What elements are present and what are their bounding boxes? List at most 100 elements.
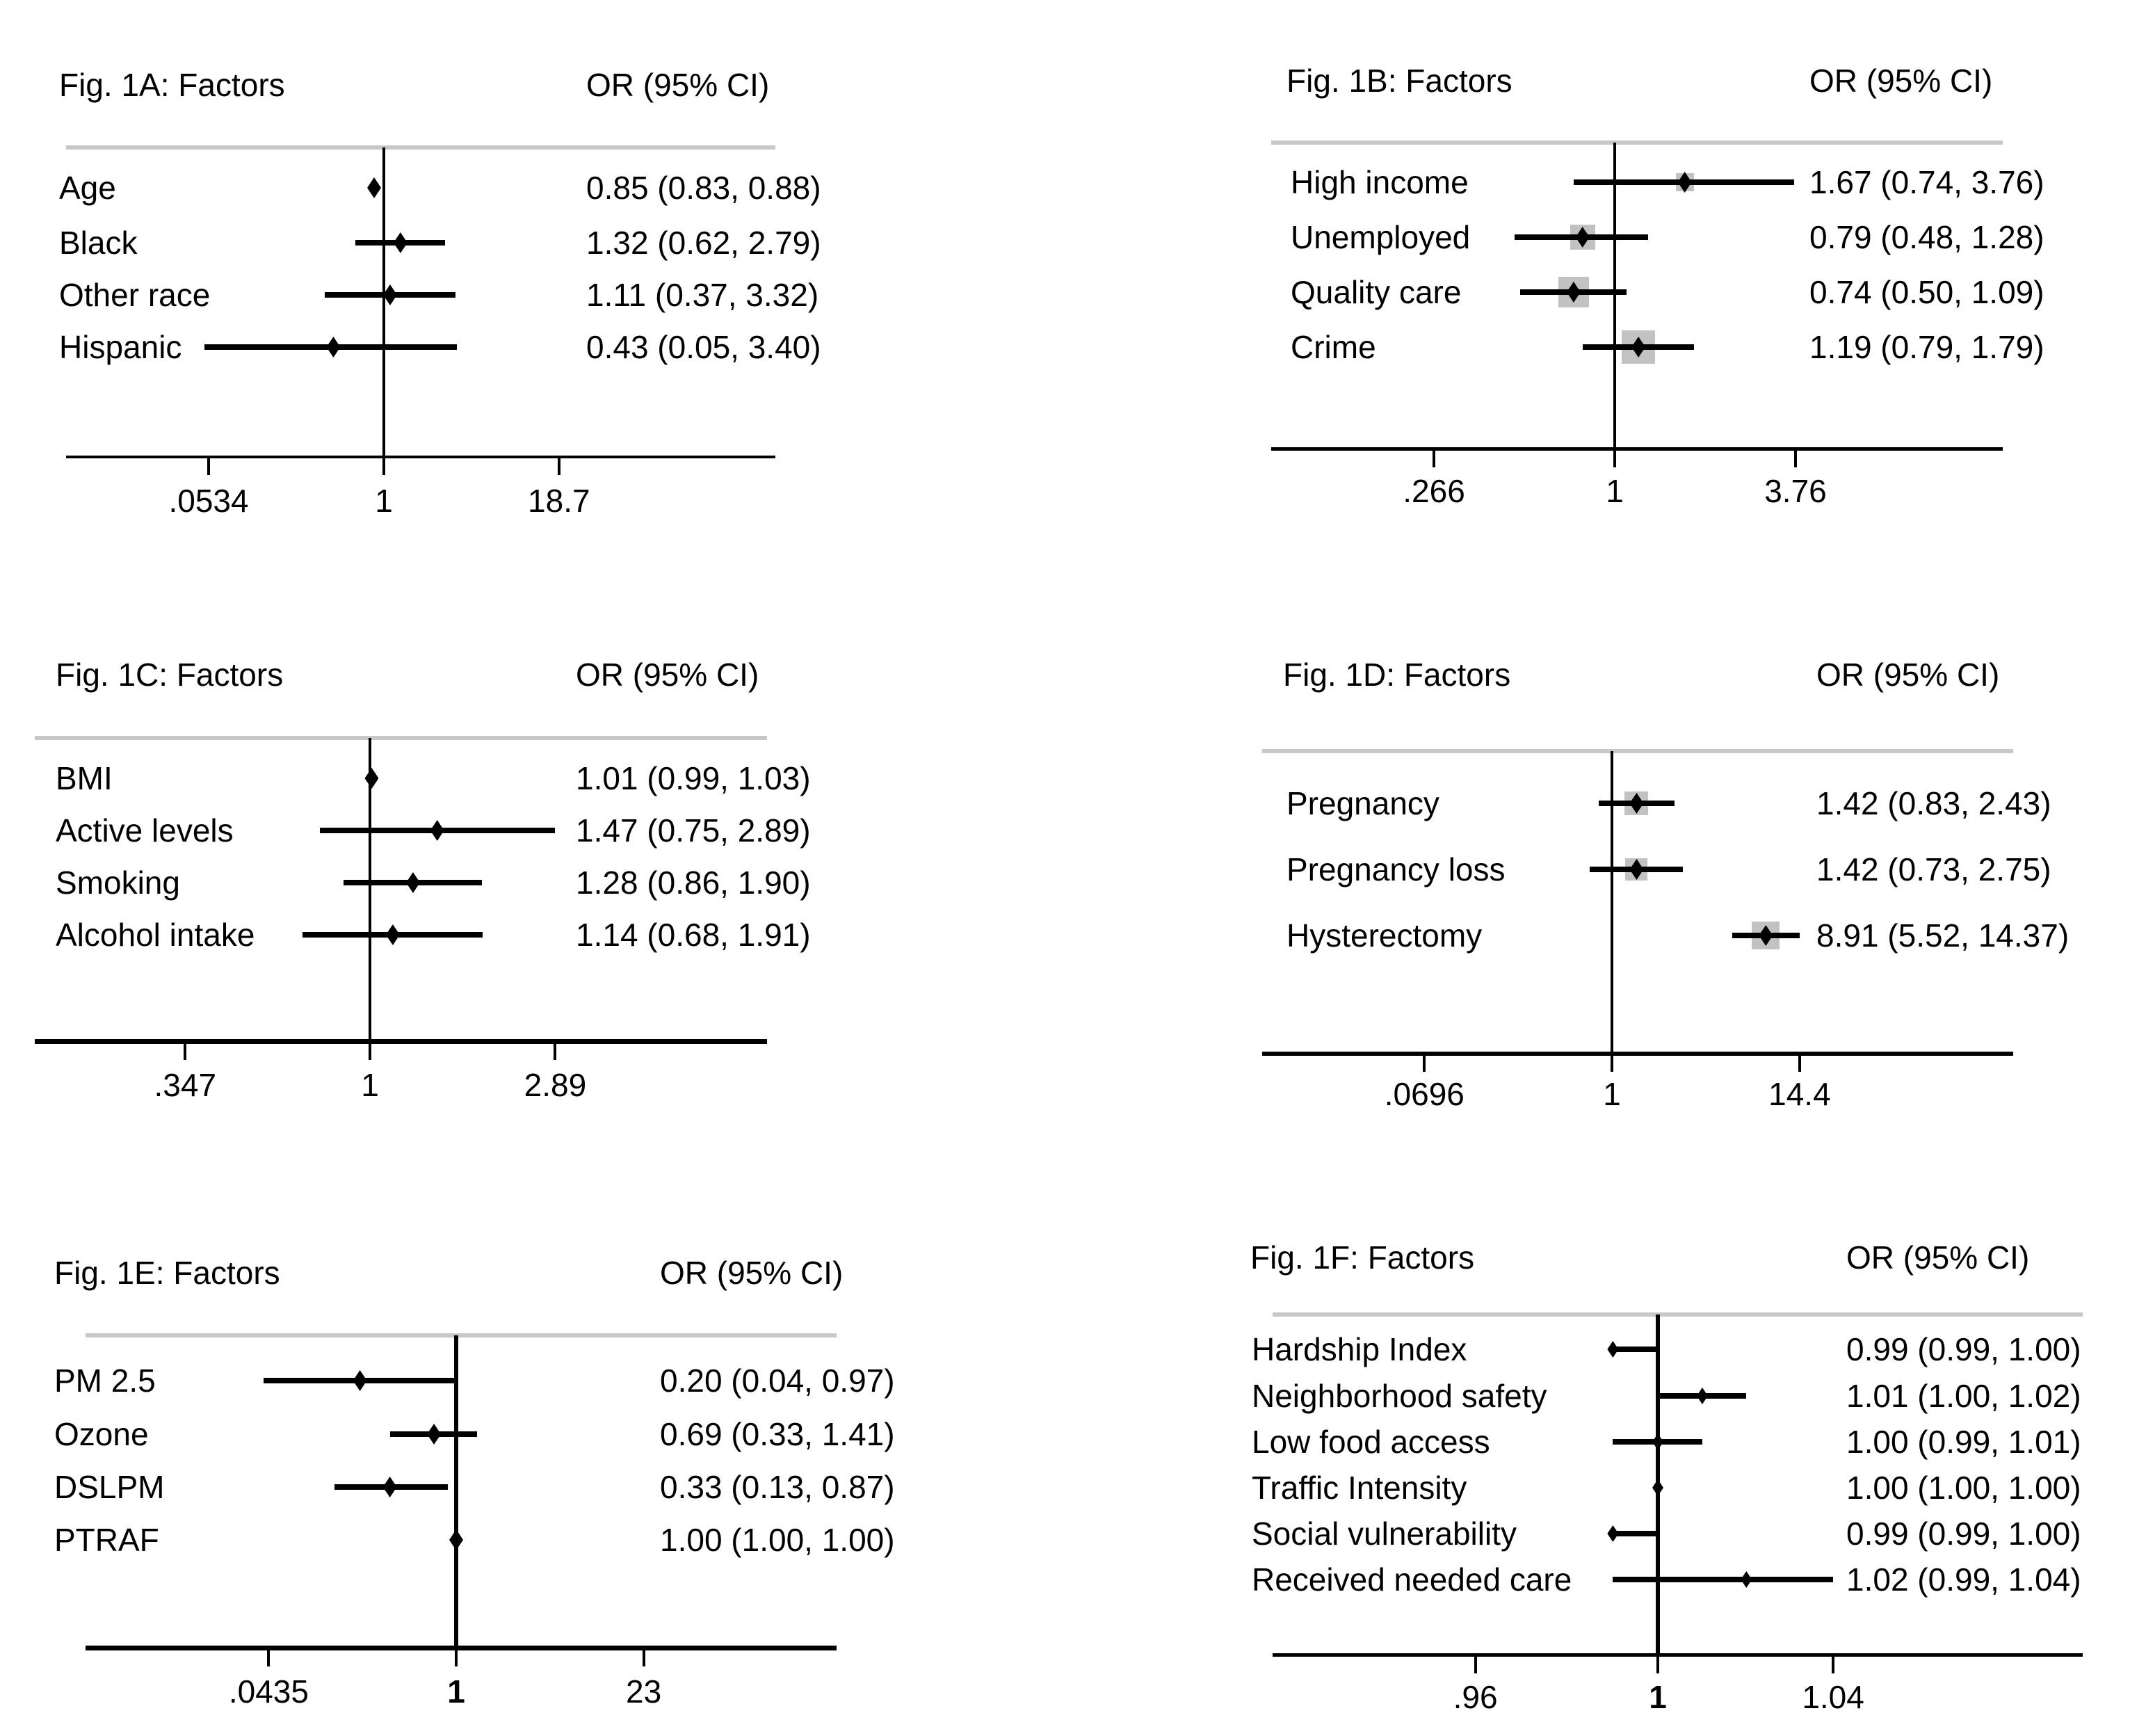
reference-line-at-1 bbox=[454, 1335, 458, 1648]
or-ci-value: 1.00 (0.99, 1.01) bbox=[1846, 1424, 2081, 1460]
row-label: Hardship Index bbox=[1252, 1331, 1467, 1367]
row-label: Pregnancy loss bbox=[1286, 851, 1506, 887]
diamond-marker-icon bbox=[382, 284, 397, 305]
row-label: Quality care bbox=[1291, 274, 1462, 310]
axis-tick-label: 1.04 bbox=[1802, 1679, 1864, 1715]
row-label: DSLPM bbox=[54, 1469, 165, 1505]
axis-tick-mark bbox=[369, 1042, 371, 1060]
axis-tick-label: .0696 bbox=[1384, 1076, 1465, 1112]
or-ci-value: 1.11 (0.37, 3.32) bbox=[586, 277, 819, 313]
diamond-marker-icon bbox=[1575, 227, 1590, 248]
diamond-marker-icon bbox=[1607, 1525, 1619, 1542]
or-ci-value: 0.33 (0.13, 0.87) bbox=[660, 1469, 895, 1505]
diamond-marker-icon bbox=[427, 1424, 442, 1445]
x-axis-line bbox=[66, 456, 775, 458]
reference-line-at-1 bbox=[1613, 143, 1616, 449]
header-rule bbox=[1273, 1312, 2083, 1317]
or-ci-value: 0.20 (0.04, 0.97) bbox=[660, 1363, 895, 1399]
row-label: Unemployed bbox=[1291, 219, 1471, 255]
axis-tick-label: 3.76 bbox=[1764, 473, 1827, 509]
row-label: Crime bbox=[1291, 329, 1376, 365]
or-ci-value: 1.01 (1.00, 1.02) bbox=[1846, 1378, 2081, 1414]
or-ci-value: 1.47 (0.75, 2.89) bbox=[576, 812, 811, 849]
or-ci-value: 1.67 (0.74, 3.76) bbox=[1809, 164, 2044, 200]
ci-line bbox=[1613, 1347, 1658, 1352]
diamond-marker-icon bbox=[1629, 793, 1644, 814]
axis-tick-label: .266 bbox=[1403, 473, 1465, 509]
diamond-marker-icon bbox=[364, 768, 379, 789]
axis-tick-label: .347 bbox=[154, 1067, 217, 1103]
or-ci-value: 1.14 (0.68, 1.91) bbox=[576, 917, 811, 953]
reference-line-at-1 bbox=[369, 738, 371, 1042]
axis-tick-label: 1 bbox=[375, 483, 393, 519]
row-label: Pregnancy bbox=[1286, 785, 1439, 821]
axis-tick-mark bbox=[1611, 1054, 1613, 1072]
x-axis-line bbox=[1273, 1653, 2083, 1657]
x-axis-line bbox=[1262, 1052, 2013, 1056]
diamond-marker-icon bbox=[393, 232, 408, 253]
axis-tick-mark bbox=[1474, 1655, 1477, 1673]
or-ci-column-header: OR (95% CI) bbox=[660, 1255, 844, 1291]
or-ci-value: 0.99 (0.99, 1.00) bbox=[1846, 1516, 2081, 1552]
or-ci-value: 1.00 (1.00, 1.00) bbox=[1846, 1470, 2081, 1506]
diamond-marker-icon bbox=[1629, 859, 1644, 880]
or-ci-value: 1.32 (0.62, 2.79) bbox=[586, 225, 821, 261]
or-ci-column-header: OR (95% CI) bbox=[1809, 63, 1993, 99]
row-label: Social vulnerability bbox=[1252, 1516, 1517, 1552]
or-ci-column-header: OR (95% CI) bbox=[576, 657, 759, 693]
or-ci-value: 1.42 (0.73, 2.75) bbox=[1816, 851, 2051, 887]
row-label: Received needed care bbox=[1252, 1561, 1572, 1598]
row-label: Hysterectomy bbox=[1286, 917, 1483, 954]
or-ci-value: 1.19 (0.79, 1.79) bbox=[1809, 329, 2044, 365]
row-label: BMI bbox=[56, 760, 113, 796]
row-label: Age bbox=[59, 170, 116, 206]
axis-tick-mark bbox=[1656, 1655, 1659, 1673]
panel-title: Fig. 1D: Factors bbox=[1283, 657, 1511, 693]
axis-tick-mark bbox=[1832, 1655, 1835, 1673]
row-label: PM 2.5 bbox=[54, 1363, 156, 1399]
or-ci-value: 1.01 (0.99, 1.03) bbox=[576, 760, 811, 796]
axis-tick-mark bbox=[642, 1648, 645, 1666]
or-ci-value: 0.69 (0.33, 1.41) bbox=[660, 1416, 895, 1452]
diamond-marker-icon bbox=[367, 177, 382, 198]
diamond-marker-icon bbox=[1741, 1571, 1752, 1588]
ci-line bbox=[1613, 1577, 1834, 1582]
row-label: Alcohol intake bbox=[56, 917, 255, 953]
diamond-marker-icon bbox=[353, 1370, 367, 1391]
diamond-marker-icon bbox=[1696, 1388, 1708, 1404]
axis-tick-label: 1 bbox=[447, 1673, 465, 1710]
axis-tick-mark bbox=[1423, 1054, 1426, 1072]
row-label: Hispanic bbox=[59, 329, 182, 365]
or-ci-value: 8.91 (5.52, 14.37) bbox=[1816, 917, 2070, 954]
diamond-marker-icon bbox=[430, 820, 444, 841]
or-ci-column-header: OR (95% CI) bbox=[586, 67, 770, 103]
or-ci-column-header: OR (95% CI) bbox=[1816, 657, 2000, 693]
panel-title: Fig. 1B: Factors bbox=[1286, 63, 1512, 99]
x-axis-line bbox=[86, 1646, 837, 1650]
axis-tick-mark bbox=[1613, 449, 1616, 467]
reference-line-at-1 bbox=[1611, 751, 1613, 1054]
row-label: Smoking bbox=[56, 865, 180, 901]
or-ci-value: 0.74 (0.50, 1.09) bbox=[1809, 274, 2044, 310]
axis-tick-mark bbox=[184, 1042, 187, 1060]
x-axis-line bbox=[1271, 447, 2003, 451]
x-axis-line bbox=[35, 1039, 767, 1044]
axis-tick-mark bbox=[1793, 449, 1797, 467]
panel-title: Fig. 1A: Factors bbox=[59, 67, 285, 103]
axis-tick-mark bbox=[1433, 449, 1436, 467]
axis-tick-label: 1 bbox=[361, 1067, 379, 1103]
panel-title: Fig. 1F: Factors bbox=[1250, 1239, 1475, 1276]
diamond-marker-icon bbox=[1677, 172, 1692, 193]
panel-title: Fig. 1E: Factors bbox=[54, 1255, 280, 1291]
axis-tick-label: 18.7 bbox=[528, 483, 590, 519]
reference-line-at-1 bbox=[382, 147, 385, 457]
row-label: Other race bbox=[59, 277, 211, 313]
diamond-marker-icon bbox=[385, 924, 400, 945]
or-ci-value: 0.79 (0.48, 1.28) bbox=[1809, 219, 2044, 255]
or-ci-value: 1.02 (0.99, 1.04) bbox=[1846, 1561, 2081, 1598]
row-label: Traffic Intensity bbox=[1252, 1470, 1467, 1506]
or-ci-value: 1.42 (0.83, 2.43) bbox=[1816, 785, 2051, 821]
row-label: Ozone bbox=[54, 1416, 149, 1452]
row-label: Black bbox=[59, 225, 138, 261]
